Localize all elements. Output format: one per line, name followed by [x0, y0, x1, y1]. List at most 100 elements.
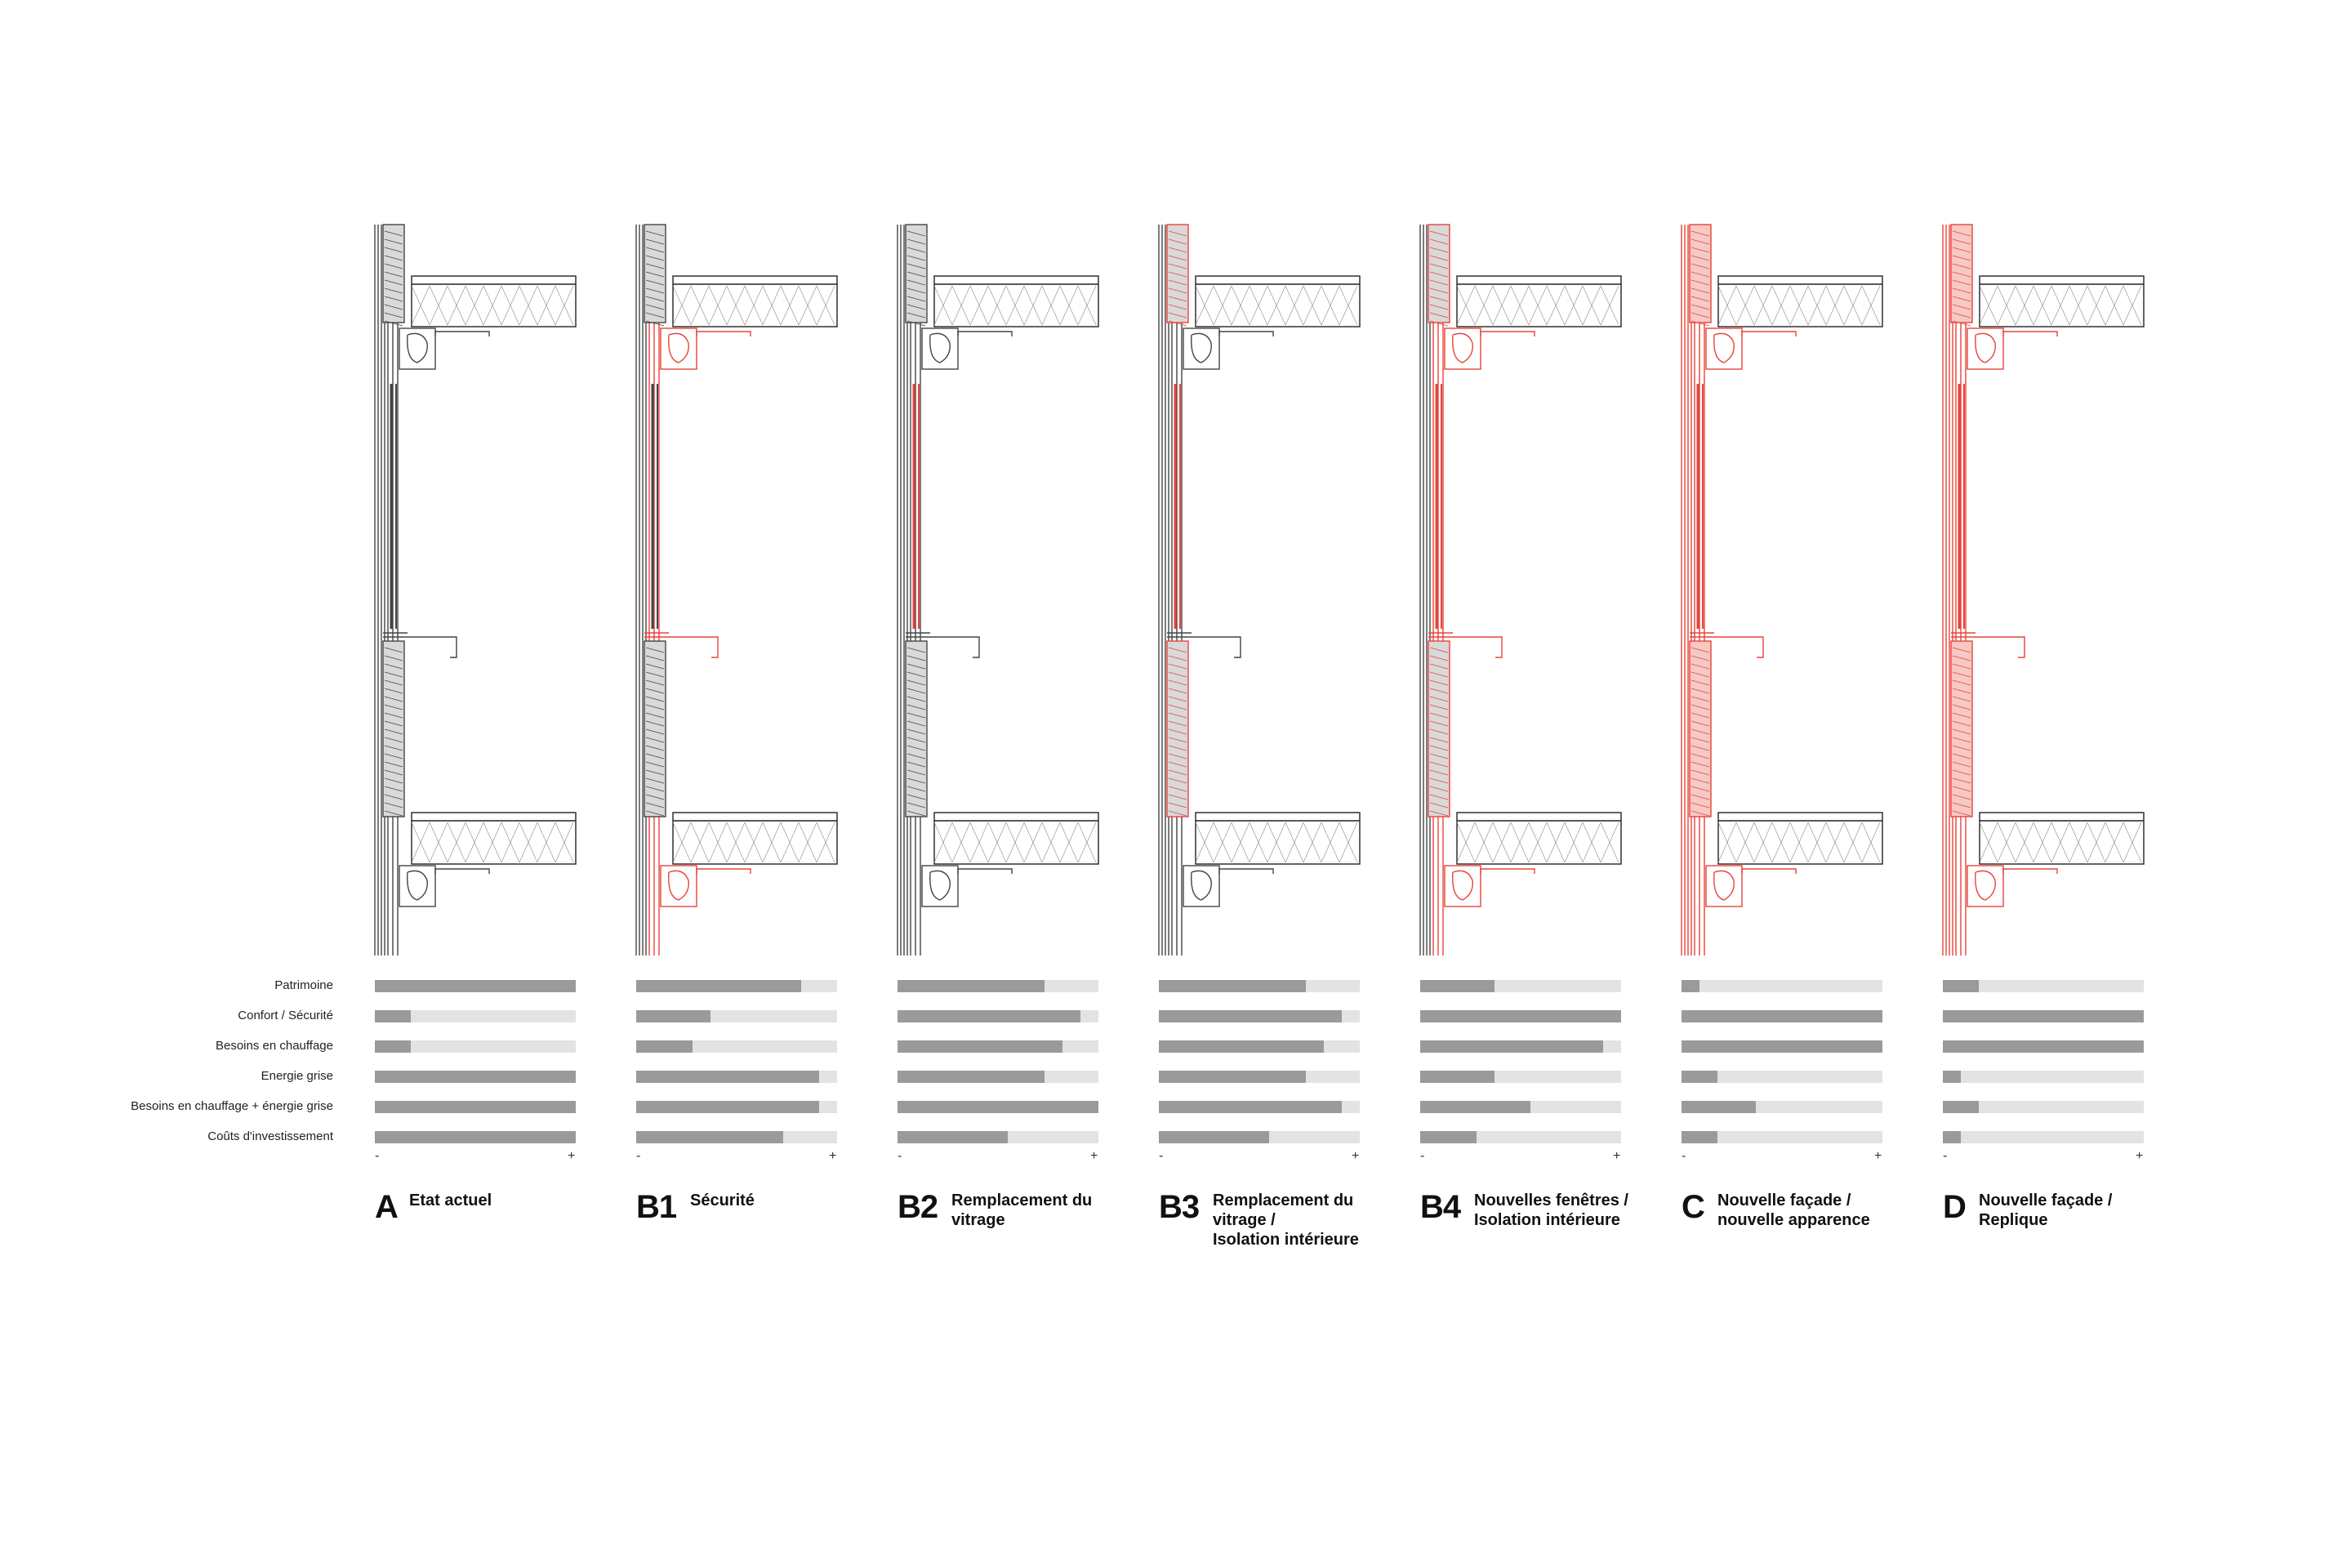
criterion-label-besoins-chauffage: Besoins en chauffage: [215, 1039, 333, 1053]
score-bar-couts-investissement: [375, 1131, 576, 1143]
score-fill: [375, 1040, 412, 1053]
option-code: B2: [898, 1189, 938, 1225]
criterion-label-energie-grise: Energie grise: [261, 1069, 333, 1083]
score-bar-besoins-chauffage: [1682, 1040, 1882, 1053]
score-bar-besoins-chauffage: [1420, 1040, 1621, 1053]
scale-max-label: +: [2136, 1149, 2144, 1163]
scale-min-label: -: [1159, 1149, 1164, 1163]
score-fill: [1943, 1101, 1980, 1113]
score-fill: [375, 1010, 412, 1022]
score-bar-energie-grise: [1943, 1071, 2144, 1083]
score-bar-patrimoine: [375, 980, 576, 992]
score-fill: [898, 1010, 1080, 1022]
score-bar-chauffage-energie-grise: [898, 1101, 1098, 1113]
score-fill: [1682, 1071, 1718, 1083]
score-bar-confort-securite: [375, 1010, 576, 1022]
score-bar-chauffage-energie-grise: [1943, 1101, 2144, 1113]
score-bar-couts-investissement: [1420, 1131, 1621, 1143]
option-code: A: [375, 1189, 399, 1225]
score-bar-energie-grise: [1682, 1071, 1882, 1083]
score-fill: [636, 1040, 693, 1053]
score-bar-patrimoine: [636, 980, 837, 992]
score-bar-confort-securite: [1420, 1010, 1621, 1022]
score-fill: [1420, 1071, 1495, 1083]
option-column-b3: - + B3 Remplacement du vitrage / Isolati…: [1159, 0, 1363, 1568]
score-fill: [1943, 980, 1980, 992]
score-bar-besoins-chauffage: [636, 1040, 837, 1053]
option-column-b4: - + B4 Nouvelles fenêtres / Isolation in…: [1420, 0, 1628, 1568]
option-title: Remplacement du vitrage / Isolation inté…: [1213, 1192, 1359, 1249]
score-fill: [636, 1131, 783, 1143]
score-fill: [1682, 1040, 1882, 1053]
score-bar-chauffage-energie-grise: [636, 1101, 837, 1113]
score-fill: [636, 980, 801, 992]
score-fill: [1420, 1131, 1477, 1143]
option-title: Nouvelle façade / Replique: [1979, 1192, 2113, 1229]
option-title: Remplacement du vitrage: [951, 1192, 1093, 1229]
criteria-labels: Patrimoine Confort / Sécurité Besoins en…: [0, 0, 333, 1225]
scale-max-label: +: [829, 1149, 837, 1163]
score-bar-couts-investissement: [1682, 1131, 1882, 1143]
score-bar-confort-securite: [1943, 1010, 2144, 1022]
scale-max-label: +: [568, 1149, 576, 1163]
section-drawing-b4: [1419, 224, 1622, 956]
section-drawing-b1: [635, 224, 838, 956]
option-column-d: - + D Nouvelle façade / Replique: [1943, 0, 2147, 1568]
score-fill: [1159, 980, 1306, 992]
option-title: Nouvelles fenêtres / Isolation intérieur…: [1474, 1192, 1628, 1229]
option-code: D: [1943, 1189, 1967, 1225]
score-bar-energie-grise: [1159, 1071, 1360, 1083]
option-title: Nouvelle façade / nouvelle apparence: [1717, 1192, 1870, 1229]
scale-max-label: +: [1874, 1149, 1882, 1163]
scale-min-label: -: [636, 1149, 641, 1163]
section-drawing-a: [374, 224, 577, 956]
scale-max-label: +: [1352, 1149, 1360, 1163]
score-fill: [1943, 1071, 1962, 1083]
option-code: B1: [636, 1189, 677, 1225]
score-fill: [636, 1071, 819, 1083]
criterion-label-patrimoine: Patrimoine: [274, 978, 333, 992]
score-bar-energie-grise: [898, 1071, 1098, 1083]
score-fill: [1682, 980, 1700, 992]
option-column-c: - + C Nouvelle façade / nouvelle apparen…: [1682, 0, 1886, 1568]
scale-min-label: -: [1943, 1149, 1948, 1163]
score-fill: [1943, 1131, 1962, 1143]
score-bar-patrimoine: [1420, 980, 1621, 992]
criterion-label-confort-securite: Confort / Sécurité: [238, 1009, 333, 1022]
section-drawing-b2: [897, 224, 1099, 956]
score-bar-patrimoine: [1159, 980, 1360, 992]
score-bar-besoins-chauffage: [898, 1040, 1098, 1053]
score-bar-besoins-chauffage: [375, 1040, 576, 1053]
score-fill: [1420, 980, 1495, 992]
score-bar-patrimoine: [1682, 980, 1882, 992]
criterion-label-chauffage-energie-grise: Besoins en chauffage + énergie grise: [131, 1099, 333, 1113]
score-fill: [898, 1101, 1098, 1113]
score-bar-chauffage-energie-grise: [375, 1101, 576, 1113]
score-bar-confort-securite: [636, 1010, 837, 1022]
score-bar-energie-grise: [636, 1071, 837, 1083]
score-fill: [375, 1101, 576, 1113]
score-bar-patrimoine: [1943, 980, 2144, 992]
scale-min-label: -: [1682, 1149, 1686, 1163]
score-bar-confort-securite: [898, 1010, 1098, 1022]
section-drawing-b3: [1158, 224, 1361, 956]
section-drawing-c: [1681, 224, 1883, 956]
score-fill: [898, 1131, 1009, 1143]
scale-max-label: +: [1613, 1149, 1621, 1163]
score-bar-couts-investissement: [1159, 1131, 1360, 1143]
score-fill: [636, 1010, 711, 1022]
score-fill: [898, 980, 1045, 992]
scale-max-label: +: [1090, 1149, 1098, 1163]
score-fill: [1420, 1040, 1603, 1053]
score-fill: [375, 1131, 576, 1143]
section-drawing-d: [1942, 224, 2145, 956]
criterion-label-couts-investissement: Coûts d'investissement: [207, 1129, 333, 1143]
score-fill: [375, 980, 576, 992]
option-column-b1: - + B1 Sécurité: [636, 0, 840, 1568]
score-fill: [375, 1071, 576, 1083]
score-fill: [1682, 1131, 1718, 1143]
option-column-b2: - + B2 Remplacement du vitrage: [898, 0, 1102, 1568]
option-code: B4: [1420, 1189, 1461, 1225]
score-fill: [898, 1040, 1062, 1053]
